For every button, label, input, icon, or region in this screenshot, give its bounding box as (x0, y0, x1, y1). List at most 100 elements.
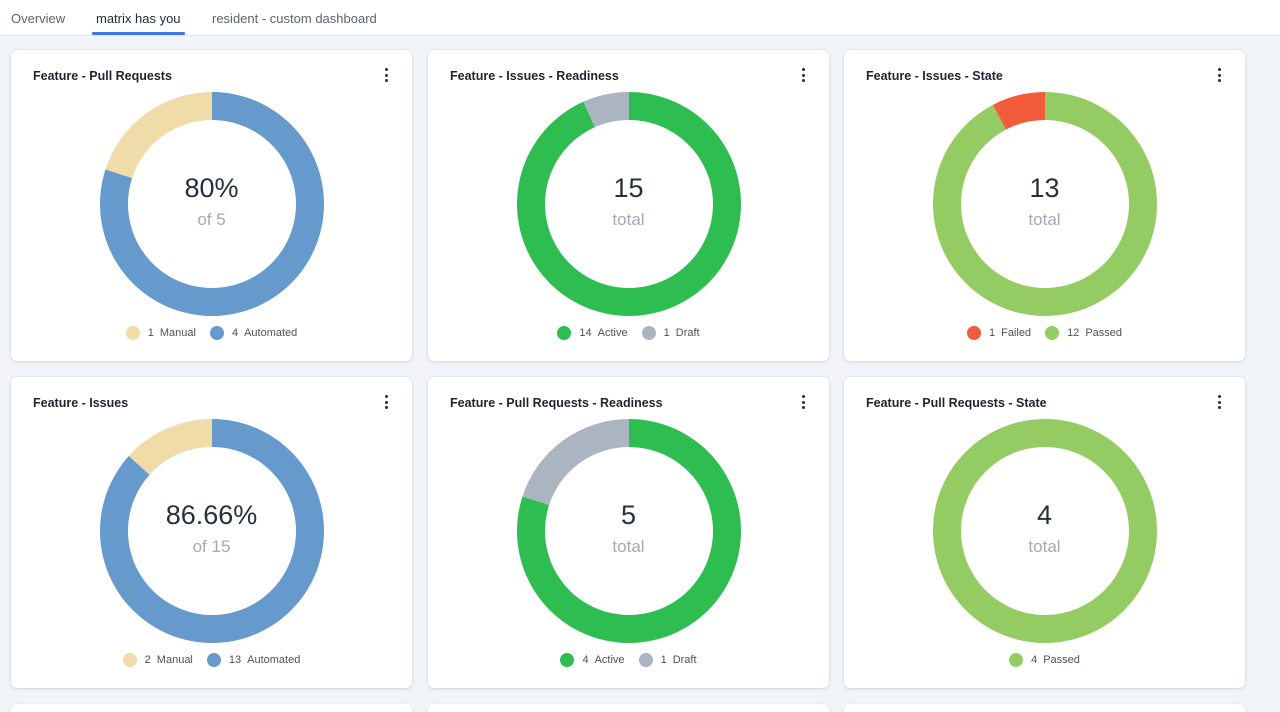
donut-chart (517, 419, 741, 643)
center-value: 86.66% (165, 500, 258, 530)
legend-label: Manual (156, 654, 193, 666)
widget-card-feature-issues-readiness: Feature - Issues - Readiness 15 total 14 Act… (428, 50, 829, 361)
legend-swatch (122, 653, 137, 667)
legend-count: 1 (988, 327, 996, 339)
donut-segment-active[interactable] (517, 92, 741, 316)
more-options-icon[interactable] (1211, 66, 1227, 84)
legend-count: 12 (1067, 327, 1080, 339)
donut-segment-manual[interactable] (128, 419, 212, 475)
legend-count: 1 (663, 327, 670, 339)
legend-item-draft[interactable]: 1 Draft (641, 326, 700, 340)
tab-overview[interactable]: Overview (11, 11, 66, 26)
donut-chart (99, 419, 324, 643)
legend-label: Passed (1043, 654, 1080, 666)
widget-card-partial (844, 704, 1245, 712)
legend-swatch (638, 653, 653, 667)
more-options-icon[interactable] (1211, 393, 1227, 411)
legend-swatch (966, 326, 981, 340)
legend-count: 1 (147, 327, 154, 339)
center-value: 5 (620, 500, 637, 530)
legend-count: 1 (660, 654, 667, 666)
legend-count: 2 (144, 654, 151, 666)
donut-segment-passed[interactable] (933, 419, 1157, 643)
center-subtitle: total (612, 210, 645, 229)
legend-swatch (560, 653, 575, 667)
card-title: Feature - Pull Requests - State (866, 396, 1047, 410)
widget-card-partial (11, 704, 412, 712)
legend-item-automated[interactable]: 13 Automated (206, 653, 301, 667)
legend-swatch (641, 326, 656, 340)
widget-card-feature-issues-state: Feature - Issues - State 13 total 1 Failed 12… (844, 50, 1245, 361)
more-options-icon[interactable] (795, 393, 811, 411)
legend-swatch (209, 326, 224, 340)
legend-item-passed[interactable]: 12 Passed (1045, 326, 1122, 340)
more-options-icon[interactable] (378, 393, 394, 411)
donut-segment-draft[interactable] (522, 419, 629, 506)
chart-legend: 2 Manual 13 Automated (11, 653, 412, 667)
center-value: 80% (184, 173, 239, 203)
card-title: Feature - Pull Requests (33, 69, 172, 83)
legend-item-failed[interactable]: 1 Failed (966, 326, 1032, 340)
donut-chart (99, 92, 324, 316)
card-title: Feature - Issues - State (866, 69, 1003, 83)
widget-card-feature-pull-requests: Feature - Pull Requests 80% of 5 1 Manual 4 Au… (11, 50, 412, 361)
chart-legend: 4 Passed (844, 653, 1245, 667)
donut-chart (933, 419, 1157, 643)
widget-card-feature-issues: Feature - Issues 86.66% of 15 2 Manual 13 Auto… (11, 377, 412, 688)
legend-swatch (125, 326, 140, 340)
center-value: 4 (1036, 500, 1053, 530)
legend-count: 14 (579, 327, 592, 339)
legend-item-automated[interactable]: 4 Automated (209, 326, 298, 340)
donut-segment-passed[interactable] (933, 92, 1157, 316)
donut-segment-draft[interactable] (583, 92, 629, 128)
legend-swatch (1045, 326, 1060, 340)
center-subtitle: of 5 (197, 210, 226, 229)
legend-count: 4 (231, 327, 239, 339)
center-subtitle: of 15 (192, 537, 231, 556)
dashboard-tab-bar: Overview matrix has you resident - custo… (0, 0, 1280, 36)
chart-legend: 1 Manual 4 Automated (11, 326, 412, 340)
legend-item-draft[interactable]: 1 Draft (638, 653, 697, 667)
more-options-icon[interactable] (795, 66, 811, 84)
legend-swatch (1009, 653, 1024, 667)
legend-count: 13 (228, 654, 242, 666)
donut-segment-failed[interactable] (992, 92, 1045, 130)
donut-chart (933, 92, 1157, 316)
center-subtitle: total (612, 537, 645, 556)
legend-label: Draft (672, 654, 697, 666)
legend-count: 4 (582, 654, 589, 666)
chart-legend: 1 Failed 12 Passed (844, 326, 1245, 340)
legend-label: Active (597, 327, 628, 339)
legend-item-manual[interactable]: 2 Manual (122, 653, 193, 667)
more-options-icon[interactable] (378, 66, 394, 84)
legend-label: Manual (159, 327, 196, 339)
chart-legend: 4 Active 1 Draft (428, 653, 829, 667)
legend-swatch (206, 653, 221, 667)
center-value: 13 (1029, 173, 1060, 203)
center-subtitle: total (1028, 210, 1061, 229)
tab-resident-custom-dashboard[interactable]: resident - custom dashboard (212, 11, 377, 26)
center-subtitle: total (1028, 537, 1061, 556)
legend-item-manual[interactable]: 1 Manual (125, 326, 196, 340)
tab-matrix-has-you[interactable]: matrix has you (92, 0, 185, 36)
legend-item-passed[interactable]: 4 Passed (1009, 653, 1080, 667)
card-title: Feature - Pull Requests - Readiness (450, 396, 663, 410)
legend-item-active[interactable]: 4 Active (560, 653, 625, 667)
legend-label: Automated (244, 327, 298, 339)
center-value: 15 (613, 173, 644, 203)
legend-label: Failed (1001, 327, 1032, 339)
legend-item-active[interactable]: 14 Active (557, 326, 628, 340)
card-title: Feature - Issues - Readiness (450, 69, 619, 83)
legend-swatch (557, 326, 572, 340)
widget-card-feature-pull-requests-state: Feature - Pull Requests - State 4 total 4 Pa… (844, 377, 1245, 688)
legend-label: Passed (1085, 327, 1123, 339)
chart-legend: 14 Active 1 Draft (428, 326, 829, 340)
donut-segment-manual[interactable] (105, 92, 212, 179)
legend-label: Automated (247, 654, 301, 666)
widget-card-feature-pull-requests-readiness: Feature - Pull Requests - Readiness 5 tota… (428, 377, 829, 688)
donut-chart (517, 92, 741, 316)
card-title: Feature - Issues (33, 396, 129, 410)
legend-label: Draft (675, 327, 700, 339)
legend-count: 4 (1031, 654, 1038, 666)
legend-label: Active (594, 654, 625, 666)
